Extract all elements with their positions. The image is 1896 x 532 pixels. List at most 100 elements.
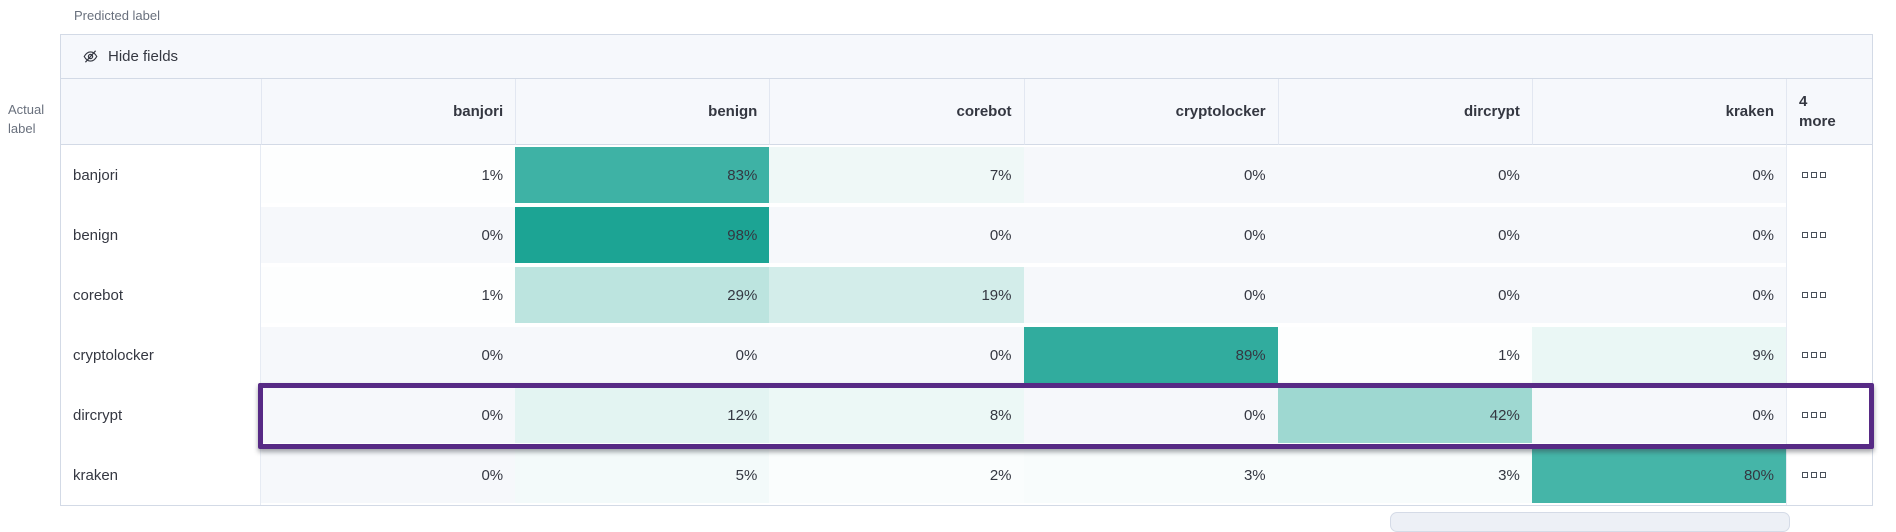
- cell-value: 0%: [769, 207, 1024, 263]
- cell-dircrypt-dircrypt[interactable]: 42%: [1277, 385, 1532, 445]
- cell-benign-cryptolocker[interactable]: 0%: [1023, 205, 1278, 265]
- column-header-banjori[interactable]: banjori: [261, 79, 516, 145]
- actual-axis-label-line2: label: [8, 121, 36, 136]
- row-label-kraken[interactable]: kraken: [61, 445, 261, 505]
- column-header-kraken[interactable]: kraken: [1531, 79, 1786, 145]
- actual-axis-label: Actual label: [8, 100, 44, 138]
- cell-value: 3%: [1023, 447, 1278, 503]
- cell-banjori-cryptolocker[interactable]: 0%: [1023, 145, 1278, 205]
- row-label-cryptolocker[interactable]: cryptolocker: [61, 325, 261, 385]
- cell-cryptolocker-dircrypt[interactable]: 1%: [1277, 325, 1532, 385]
- row-label-corebot[interactable]: corebot: [61, 265, 261, 325]
- cell-banjori-dircrypt[interactable]: 0%: [1277, 145, 1532, 205]
- cell-cryptolocker-benign[interactable]: 0%: [515, 325, 770, 385]
- row-actions-banjori[interactable]: [1786, 145, 1872, 205]
- cell-value: 19%: [769, 267, 1024, 323]
- cell-benign-benign[interactable]: 98%: [515, 205, 770, 265]
- cell-banjori-corebot[interactable]: 7%: [769, 145, 1024, 205]
- cell-benign-kraken[interactable]: 0%: [1531, 205, 1786, 265]
- boxes-horizontal-icon: [1802, 292, 1826, 298]
- cell-benign-dircrypt[interactable]: 0%: [1277, 205, 1532, 265]
- boxes-horizontal-icon: [1802, 472, 1826, 478]
- column-header-corner: [61, 79, 261, 145]
- cell-dircrypt-benign[interactable]: 12%: [515, 385, 770, 445]
- row-label-banjori[interactable]: banjori: [61, 145, 261, 205]
- cell-corebot-banjori[interactable]: 1%: [261, 265, 516, 325]
- cell-dircrypt-kraken[interactable]: 0%: [1531, 385, 1786, 445]
- cell-value: 2%: [769, 447, 1024, 503]
- cell-value: 89%: [1023, 327, 1278, 383]
- cell-dircrypt-cryptolocker[interactable]: 0%: [1023, 385, 1278, 445]
- eye-closed-icon: [82, 48, 99, 65]
- column-header-more[interactable]: 4 more: [1786, 79, 1872, 145]
- actual-axis-label-line1: Actual: [8, 102, 45, 117]
- cell-corebot-dircrypt[interactable]: 0%: [1277, 265, 1532, 325]
- boxes-horizontal-icon: [1802, 352, 1826, 358]
- column-header-corebot[interactable]: corebot: [769, 79, 1024, 145]
- row-actions-kraken[interactable]: [1786, 445, 1872, 505]
- cell-cryptolocker-banjori[interactable]: 0%: [261, 325, 516, 385]
- boxes-horizontal-icon: [1802, 412, 1826, 418]
- cell-value: 42%: [1277, 387, 1532, 443]
- cell-kraken-corebot[interactable]: 2%: [769, 445, 1024, 505]
- cell-corebot-cryptolocker[interactable]: 0%: [1023, 265, 1278, 325]
- row-actions-dircrypt[interactable]: [1786, 385, 1872, 445]
- hide-fields-button[interactable]: Hide fields: [82, 48, 178, 65]
- cell-kraken-banjori[interactable]: 0%: [261, 445, 516, 505]
- predicted-axis-label: Predicted label: [74, 8, 160, 23]
- cell-value: 12%: [515, 387, 770, 443]
- cell-value: 0%: [1531, 207, 1786, 263]
- cell-value: 7%: [769, 147, 1024, 203]
- cell-cryptolocker-corebot[interactable]: 0%: [769, 325, 1024, 385]
- cell-corebot-benign[interactable]: 29%: [515, 265, 770, 325]
- cell-value: 8%: [769, 387, 1024, 443]
- cell-dircrypt-corebot[interactable]: 8%: [769, 385, 1024, 445]
- cell-value: 0%: [1531, 147, 1786, 203]
- cell-value: 0%: [1023, 147, 1278, 203]
- cell-value: 80%: [1531, 447, 1786, 503]
- column-header-dircrypt[interactable]: dircrypt: [1277, 79, 1532, 145]
- row-actions-cryptolocker[interactable]: [1786, 325, 1872, 385]
- cell-value: 0%: [261, 447, 516, 503]
- horizontal-scrollbar[interactable]: [1390, 512, 1790, 532]
- row-label-dircrypt[interactable]: dircrypt: [61, 385, 261, 445]
- cell-value: 0%: [1531, 267, 1786, 323]
- cell-cryptolocker-cryptolocker[interactable]: 89%: [1023, 325, 1278, 385]
- hide-fields-label: Hide fields: [108, 48, 179, 65]
- row-actions-corebot[interactable]: [1786, 265, 1872, 325]
- cell-corebot-kraken[interactable]: 0%: [1531, 265, 1786, 325]
- row-label-benign[interactable]: benign: [61, 205, 261, 265]
- cell-value: 83%: [515, 147, 770, 203]
- confusion-matrix-grid: banjori benign corebot cryptolocker dircrypt…: [61, 79, 1872, 505]
- cell-value: 0%: [1277, 207, 1532, 263]
- cell-value: 29%: [515, 267, 770, 323]
- cell-value: 0%: [769, 327, 1024, 383]
- cell-cryptolocker-kraken[interactable]: 9%: [1531, 325, 1786, 385]
- cell-value: 1%: [261, 147, 516, 203]
- cell-value: 0%: [261, 207, 516, 263]
- cell-value: 1%: [261, 267, 516, 323]
- cell-dircrypt-banjori[interactable]: 0%: [261, 385, 516, 445]
- column-header-benign[interactable]: benign: [515, 79, 770, 145]
- cell-kraken-kraken[interactable]: 80%: [1531, 445, 1786, 505]
- cell-banjori-kraken[interactable]: 0%: [1531, 145, 1786, 205]
- cell-value: 0%: [1023, 267, 1278, 323]
- cell-banjori-benign[interactable]: 83%: [515, 145, 770, 205]
- cell-value: 0%: [261, 327, 516, 383]
- column-header-cryptolocker[interactable]: cryptolocker: [1023, 79, 1278, 145]
- cell-benign-corebot[interactable]: 0%: [769, 205, 1024, 265]
- cell-corebot-corebot[interactable]: 19%: [769, 265, 1024, 325]
- cell-value: 5%: [515, 447, 770, 503]
- cell-benign-banjori[interactable]: 0%: [261, 205, 516, 265]
- more-columns-label: more: [1799, 112, 1836, 130]
- cell-banjori-banjori[interactable]: 1%: [261, 145, 516, 205]
- cell-kraken-dircrypt[interactable]: 3%: [1277, 445, 1532, 505]
- cell-value: 0%: [1277, 147, 1532, 203]
- row-actions-benign[interactable]: [1786, 205, 1872, 265]
- boxes-horizontal-icon: [1802, 232, 1826, 238]
- confusion-matrix-panel: Hide fields banjori benign corebot cryptolo…: [60, 34, 1874, 506]
- cell-value: 1%: [1277, 327, 1532, 383]
- cell-kraken-benign[interactable]: 5%: [515, 445, 770, 505]
- cell-kraken-cryptolocker[interactable]: 3%: [1023, 445, 1278, 505]
- boxes-horizontal-icon: [1802, 172, 1826, 178]
